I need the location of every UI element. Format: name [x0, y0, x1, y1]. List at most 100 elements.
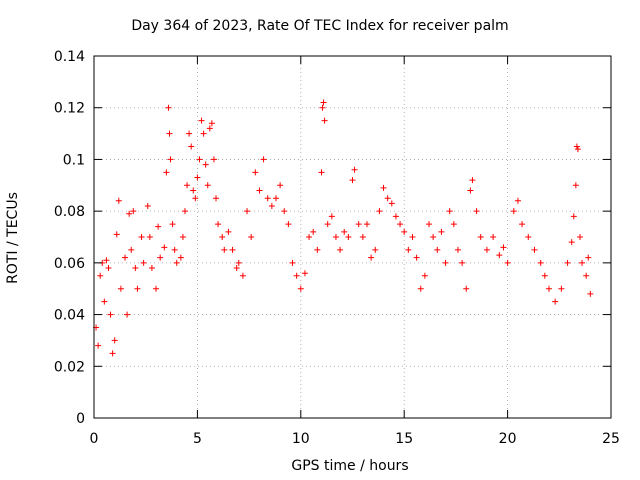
- x-tick-label: 15: [395, 431, 413, 447]
- data-point: [392, 213, 399, 220]
- data-point: [490, 234, 497, 240]
- data-point: [574, 146, 581, 153]
- plot-frame: [93, 55, 612, 419]
- data-point: [130, 208, 137, 215]
- data-point: [301, 270, 308, 277]
- data-point: [319, 104, 326, 111]
- data-point: [454, 246, 461, 253]
- data-point: [179, 234, 186, 240]
- data-point: [552, 298, 559, 305]
- x-tick-label: 0: [90, 431, 99, 447]
- data-point: [568, 239, 575, 246]
- data-point: [397, 221, 404, 228]
- data-point: [167, 156, 174, 163]
- data-point: [117, 285, 124, 292]
- data-point: [122, 254, 129, 261]
- y-tick-label: 0.04: [54, 308, 85, 324]
- data-point: [318, 169, 325, 176]
- data-point: [248, 234, 255, 240]
- x-tick-label: 20: [499, 431, 517, 447]
- data-point: [531, 246, 538, 253]
- data-point: [113, 231, 120, 238]
- data-point: [321, 117, 328, 124]
- data-point: [229, 246, 236, 253]
- y-tick-label: 0.06: [54, 256, 85, 272]
- data-point: [450, 221, 457, 228]
- data-point: [260, 156, 267, 163]
- data-point: [186, 130, 193, 137]
- axis-ticks: 0 0.02 0.04 0.06 0.08 0.1 0.12 0.14 0 5 10 15 20 25: [54, 49, 620, 447]
- data-point: [256, 187, 263, 194]
- data-point: [128, 246, 135, 253]
- data-point: [219, 234, 226, 240]
- data-point: [320, 99, 327, 106]
- y-tick-label: 0: [76, 411, 85, 427]
- data-point: [277, 182, 284, 189]
- y-tick-label: 0.12: [54, 101, 85, 117]
- data-point: [208, 120, 215, 127]
- x-tick-label: 25: [602, 431, 620, 447]
- data-point: [341, 228, 348, 235]
- data-point: [324, 221, 331, 228]
- data-point: [473, 208, 480, 215]
- data-point: [564, 259, 571, 266]
- data-point: [244, 208, 251, 215]
- data-point: [239, 272, 246, 279]
- data-point: [504, 259, 511, 266]
- y-tick-label: 0.14: [54, 49, 85, 65]
- data-point: [166, 130, 173, 137]
- data-point: [210, 156, 217, 163]
- data-point: [206, 125, 213, 132]
- data-point: [221, 246, 228, 253]
- data-point: [95, 342, 102, 349]
- data-point: [285, 221, 292, 228]
- chart-title: Day 364 of 2023, Rate Of TEC Index for r…: [131, 18, 509, 34]
- data-point: [572, 182, 579, 189]
- data-point: [196, 156, 203, 163]
- data-point: [510, 208, 517, 215]
- data-point: [401, 228, 408, 235]
- data-point: [252, 169, 259, 176]
- data-point: [132, 265, 139, 272]
- data-point: [351, 166, 358, 173]
- data-point: [376, 208, 383, 215]
- data-point: [405, 246, 412, 253]
- data-point: [446, 208, 453, 215]
- data-point: [161, 244, 168, 251]
- data-point: [337, 246, 344, 253]
- data-point: [235, 259, 242, 266]
- data-point: [192, 195, 199, 202]
- data-point: [163, 169, 170, 176]
- data-point: [281, 208, 288, 215]
- data-point: [171, 246, 178, 253]
- data-point: [368, 254, 375, 261]
- data-point: [573, 143, 580, 150]
- data-point: [384, 195, 391, 202]
- data-point: [97, 272, 104, 279]
- data-point: [537, 259, 544, 266]
- data-point: [153, 285, 160, 292]
- data-point: [144, 202, 151, 209]
- data-points: [93, 99, 594, 357]
- data-point: [115, 197, 122, 204]
- data-point: [541, 272, 548, 279]
- data-point: [188, 143, 195, 150]
- data-point: [134, 285, 141, 292]
- data-point: [525, 234, 532, 240]
- data-point: [363, 221, 370, 228]
- data-point: [570, 213, 577, 220]
- y-tick-label: 0.02: [54, 359, 85, 375]
- data-point: [204, 182, 211, 189]
- y-axis-label: ROTI / TECUs: [5, 192, 21, 284]
- data-point: [372, 246, 379, 253]
- data-point: [124, 311, 131, 318]
- data-point: [107, 311, 114, 318]
- data-point: [194, 174, 201, 181]
- data-point: [289, 259, 296, 266]
- data-point: [272, 195, 279, 202]
- data-point: [349, 177, 356, 184]
- data-point: [215, 221, 222, 228]
- data-point: [314, 246, 321, 253]
